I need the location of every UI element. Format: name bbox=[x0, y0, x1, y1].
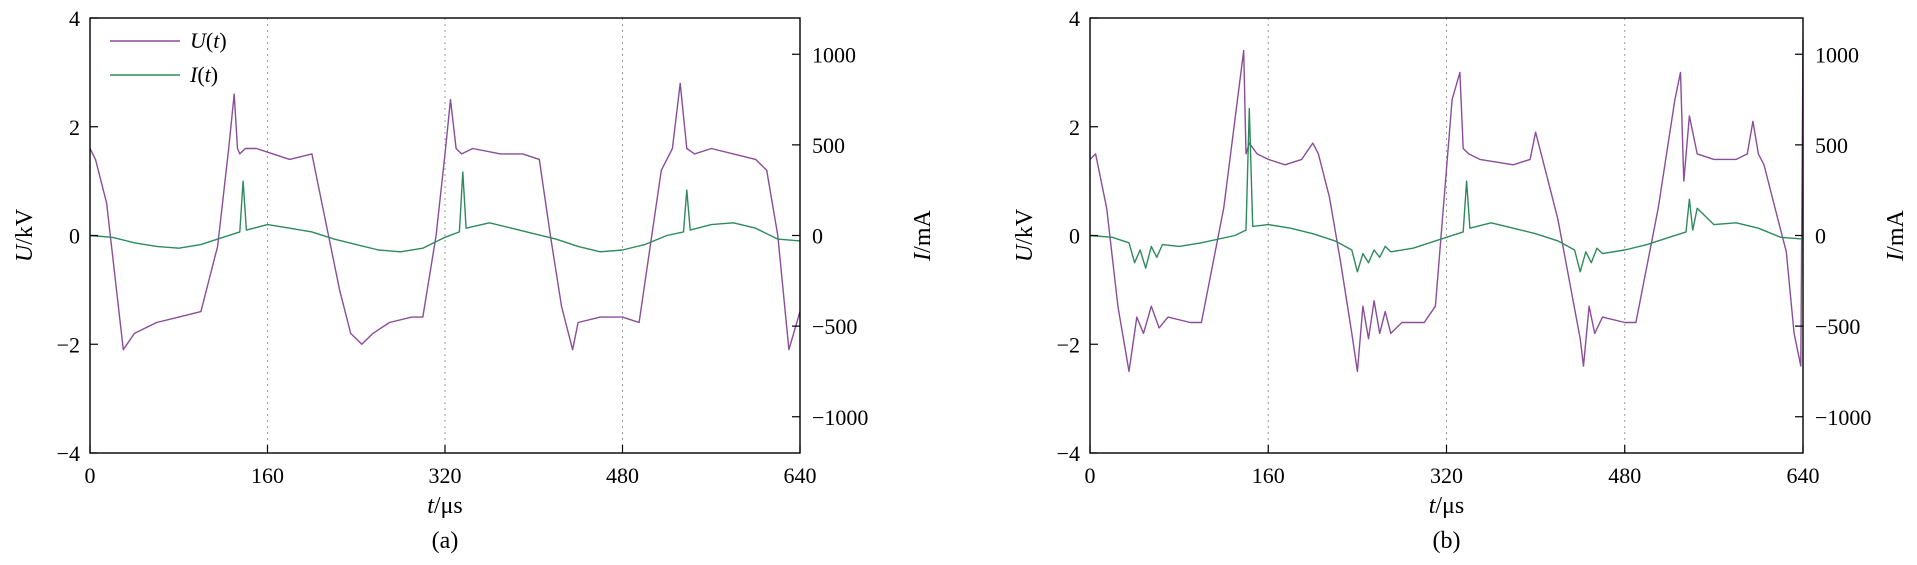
panel-label: (b) bbox=[1433, 528, 1461, 554]
y-right-tick-label: 0 bbox=[1815, 224, 1826, 249]
panel-label: (a) bbox=[432, 528, 459, 554]
x-tick-label: 160 bbox=[251, 463, 284, 488]
y-left-tick-label: −2 bbox=[57, 332, 80, 357]
y-right-tick-label: 1000 bbox=[1815, 42, 1859, 67]
y-left-tick-label: −4 bbox=[1057, 441, 1080, 466]
legend: U(t) I(t) bbox=[110, 28, 227, 87]
y-right-tick-label: 500 bbox=[812, 133, 845, 158]
chart-panel-0: 0 160 320 480 640 −4 −2 0 2 4 −1000 −500 0 500 1000 t/μ… bbox=[12, 6, 936, 554]
x-tick-label: 640 bbox=[784, 463, 817, 488]
y-left-tick-label: 4 bbox=[69, 6, 80, 31]
y-left-tick-label: −2 bbox=[1057, 332, 1080, 357]
y-right-tick-label: 500 bbox=[1815, 133, 1848, 158]
y-right-tick-label: −1000 bbox=[812, 405, 868, 430]
y-left-tick-label: 4 bbox=[1069, 6, 1080, 31]
series-line-left bbox=[89, 82, 801, 351]
x-axis-label: t/μs bbox=[427, 493, 463, 519]
y-left-tick-label: 0 bbox=[1069, 224, 1080, 249]
y-left-axis-label: U/kV bbox=[12, 208, 38, 262]
x-tick-label: 320 bbox=[1430, 463, 1463, 488]
y-right-tick-label: 0 bbox=[812, 224, 823, 249]
y-right-tick-label: −500 bbox=[1815, 314, 1860, 339]
series-line-right bbox=[1089, 107, 1804, 273]
x-tick-label: 640 bbox=[1787, 463, 1820, 488]
x-tick-label: 320 bbox=[429, 463, 462, 488]
series-line-right bbox=[89, 171, 801, 253]
x-tick-label: 0 bbox=[1085, 463, 1096, 488]
y-right-tick-label: −1000 bbox=[1815, 405, 1871, 430]
y-right-tick-label: 1000 bbox=[812, 42, 856, 67]
y-right-axis-label: I/mA bbox=[1883, 210, 1909, 262]
x-axis-label: t/μs bbox=[1429, 493, 1465, 519]
y-right-tick-label: −500 bbox=[812, 314, 857, 339]
chart-panel-1: 0 160 320 480 640 −4 −2 0 2 4 −1000 −500 0 500 1000 t/μ… bbox=[1012, 6, 1909, 554]
y-left-tick-label: 2 bbox=[69, 115, 80, 140]
legend-entry: I(t) bbox=[189, 62, 218, 87]
x-tick-label: 160 bbox=[1252, 463, 1285, 488]
series-line-left bbox=[1089, 39, 1804, 373]
y-right-axis-label: I/mA bbox=[910, 210, 936, 262]
legend-entry: U(t) bbox=[190, 28, 227, 53]
x-tick-label: 480 bbox=[1608, 463, 1641, 488]
y-left-tick-label: 2 bbox=[1069, 115, 1080, 140]
x-tick-label: 480 bbox=[606, 463, 639, 488]
y-left-tick-label: 0 bbox=[69, 224, 80, 249]
y-left-axis-label: U/kV bbox=[1012, 208, 1038, 262]
x-tick-label: 0 bbox=[85, 463, 96, 488]
y-left-tick-label: −4 bbox=[57, 441, 80, 466]
